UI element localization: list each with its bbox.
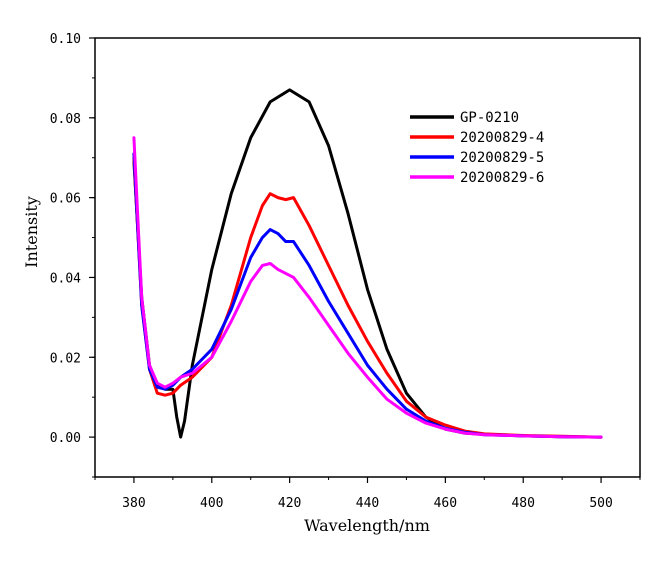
y-tick-label: 0.08 [50,112,81,127]
y-axis-title: Intensity [22,196,41,268]
y-tick-label: 0.00 [50,431,81,446]
x-tick-label: 440 [356,496,379,511]
legend-label: 20200829-5 [460,150,544,166]
y-tick-label: 0.10 [50,32,81,47]
series-line-2 [132,156,603,439]
legend-label: 20200829-6 [460,170,544,186]
series-line-4 [132,136,603,439]
x-axis-title: Wavelength/nm [304,516,430,535]
legend-label: GP-0210 [460,110,519,126]
x-tick-label: 500 [589,496,612,511]
legend-label: 20200829-4 [460,130,544,146]
legend: GP-0210 20200829-4 20200829-5 20200829-6 [410,110,544,186]
y-tick-label: 0.02 [50,351,81,366]
series-line-3 [132,152,603,439]
y-tick-label: 0.06 [50,192,81,207]
series-layer [132,88,603,439]
x-tick-label: 380 [122,496,145,511]
axis-ticks: 380 400 420 440 460 480 500 0.00 0.02 0.04 0.06 0.0… [50,32,641,511]
x-tick-label: 400 [200,496,223,511]
x-tick-label: 460 [434,496,457,511]
x-tick-label: 480 [511,496,534,511]
y-tick-label: 0.04 [50,271,81,286]
x-tick-label: 420 [278,496,301,511]
